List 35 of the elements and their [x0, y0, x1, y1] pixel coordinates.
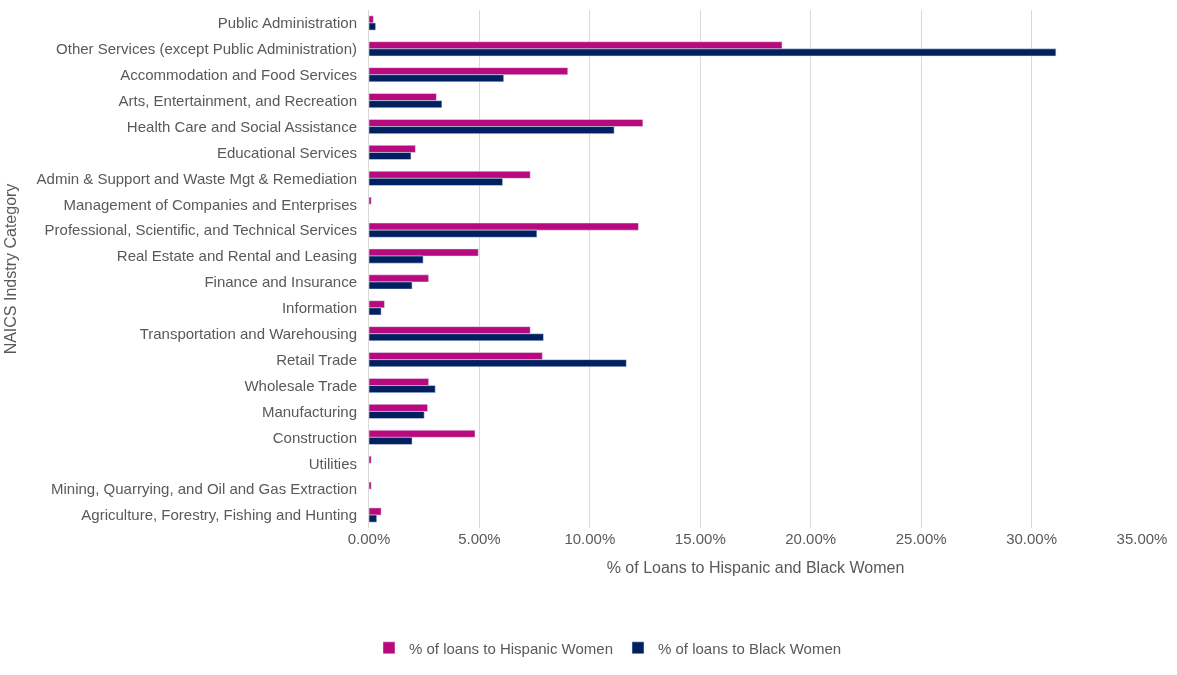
x-tick-label: 10.00% — [564, 530, 616, 547]
y-tick-label: Management of Companies and Enterprises — [63, 195, 357, 213]
y-tick-label: Accommodation and Food Services — [120, 66, 357, 83]
y-tick-label: Transportation and Warehousing — [139, 325, 357, 342]
y-tick-label: Manufacturing — [261, 402, 357, 420]
y-tick-label: Finance and Insurance — [204, 273, 357, 291]
y-tick-label: Public Administration — [217, 14, 357, 32]
bar — [369, 196, 372, 205]
y-tick-label: Educational Services — [216, 143, 357, 161]
y-tick-label: Utilities — [308, 454, 357, 472]
x-tick-label: 25.00% — [895, 530, 947, 547]
y-tick-label: Retail Trade — [276, 350, 357, 368]
y-tick-label: Professional, Scientific, and Technical Services — [44, 221, 357, 239]
y-tick-label: Construction — [272, 428, 357, 446]
y-tick-label: Real Estate and Rental and Leasing — [116, 247, 357, 265]
x-tick-label: 30.00% — [1006, 530, 1058, 547]
legend-label: % of loans to Black Women — [658, 639, 842, 657]
y-tick-label: Wholesale Trade — [244, 376, 357, 394]
y-tick-label: Arts, Entertainment, and Recreation — [118, 91, 357, 109]
y-tick-label: Health Care and Social Assistance — [126, 117, 357, 135]
y-tick-label: Mining, Quarrying, and Oil and Gas Extraction — [51, 480, 357, 498]
x-axis-title: % of Loans to Hispanic and Black Women — [606, 558, 905, 576]
y-tick-label: Agriculture, Forestry, Fishing and Hunting — [81, 506, 357, 524]
y-tick-label: Other Services (except Public Administration) — [56, 40, 357, 58]
x-tick-label: 0.00% — [347, 530, 391, 547]
y-tick-label: Admin & Support and Waste Mgt & Remediation — [36, 169, 357, 187]
x-tick-label: 15.00% — [674, 530, 726, 547]
bar — [369, 481, 372, 490]
bar — [369, 455, 372, 464]
y-tick-label: Information — [281, 299, 357, 317]
y-axis-title: NAICS Indstry Category — [2, 183, 20, 355]
x-tick-label: 20.00% — [785, 530, 837, 547]
x-tick-label: 5.00% — [458, 530, 501, 547]
x-tick-label: 35.00% — [1116, 530, 1168, 547]
legend-label: % of loans to Hispanic Women — [409, 639, 613, 657]
